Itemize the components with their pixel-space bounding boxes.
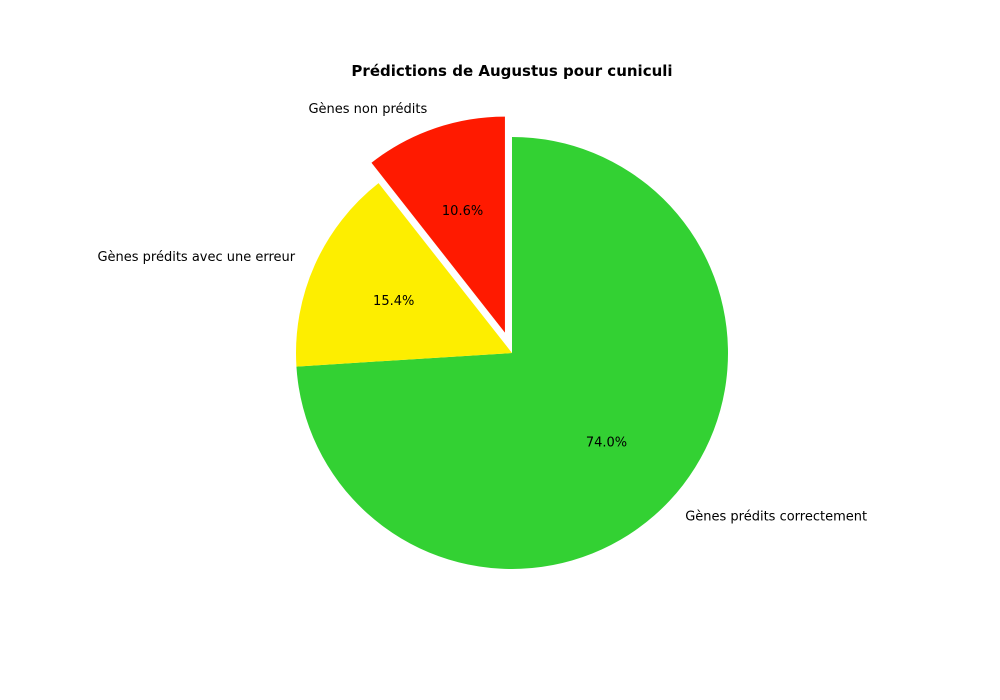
percent-label-not-predicted: 10.6% <box>442 204 483 219</box>
pie-slices <box>296 116 728 569</box>
pie-slice-not-predicted <box>371 116 505 333</box>
slice-label-error: Gènes prédits avec une erreur <box>97 250 295 265</box>
percent-label-correct: 74.0% <box>586 436 627 451</box>
percent-labels: 74.0% 15.4% 10.6% <box>373 204 627 451</box>
slice-label-correct: Gènes prédits correctement <box>685 510 867 525</box>
slice-labels: Gènes prédits correctement Gènes prédits… <box>97 102 867 525</box>
percent-label-error: 15.4% <box>373 294 414 309</box>
slice-label-not-predicted: Gènes non prédits <box>308 102 427 117</box>
pie-slice-correct <box>296 137 728 569</box>
chart-title: Prédictions de Augustus pour cuniculi <box>351 62 672 80</box>
pie-slice-error <box>296 183 512 367</box>
